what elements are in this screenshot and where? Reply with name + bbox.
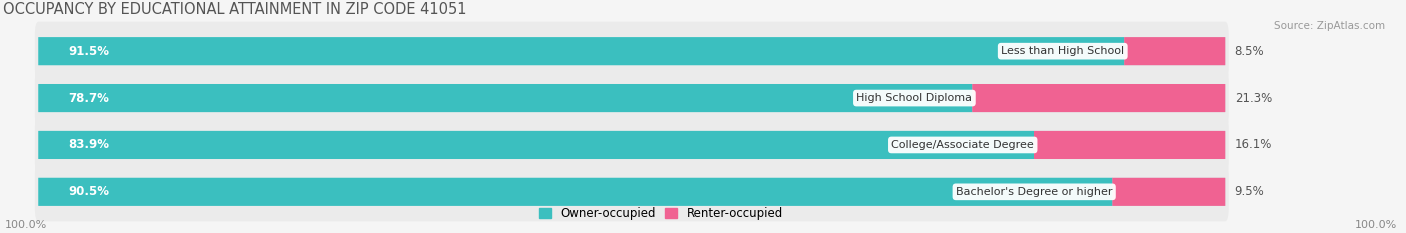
Text: High School Diploma: High School Diploma: [856, 93, 973, 103]
FancyBboxPatch shape: [35, 115, 1229, 175]
Text: 78.7%: 78.7%: [67, 92, 108, 105]
Text: Source: ZipAtlas.com: Source: ZipAtlas.com: [1274, 21, 1385, 31]
FancyBboxPatch shape: [38, 178, 1225, 206]
FancyBboxPatch shape: [38, 131, 1035, 159]
FancyBboxPatch shape: [38, 37, 1225, 65]
FancyBboxPatch shape: [35, 162, 1229, 221]
Text: College/Associate Degree: College/Associate Degree: [891, 140, 1035, 150]
FancyBboxPatch shape: [38, 131, 1225, 159]
FancyBboxPatch shape: [38, 37, 1125, 65]
Text: 90.5%: 90.5%: [67, 185, 110, 198]
FancyBboxPatch shape: [1112, 178, 1225, 206]
FancyBboxPatch shape: [38, 178, 1112, 206]
FancyBboxPatch shape: [973, 84, 1225, 112]
FancyBboxPatch shape: [38, 84, 1225, 112]
Text: 8.5%: 8.5%: [1234, 45, 1264, 58]
FancyBboxPatch shape: [1125, 37, 1225, 65]
Text: OCCUPANCY BY EDUCATIONAL ATTAINMENT IN ZIP CODE 41051: OCCUPANCY BY EDUCATIONAL ATTAINMENT IN Z…: [3, 2, 467, 17]
Text: 16.1%: 16.1%: [1234, 138, 1272, 151]
Text: 83.9%: 83.9%: [67, 138, 110, 151]
FancyBboxPatch shape: [1033, 131, 1225, 159]
FancyBboxPatch shape: [35, 69, 1229, 128]
Text: Bachelor's Degree or higher: Bachelor's Degree or higher: [956, 187, 1112, 197]
Text: 21.3%: 21.3%: [1234, 92, 1272, 105]
Text: 100.0%: 100.0%: [1355, 220, 1398, 230]
FancyBboxPatch shape: [38, 84, 973, 112]
FancyBboxPatch shape: [35, 22, 1229, 81]
Legend: Owner-occupied, Renter-occupied: Owner-occupied, Renter-occupied: [538, 207, 783, 220]
Text: 9.5%: 9.5%: [1234, 185, 1264, 198]
Text: 91.5%: 91.5%: [67, 45, 110, 58]
Text: Less than High School: Less than High School: [1001, 46, 1125, 56]
Text: 100.0%: 100.0%: [6, 220, 48, 230]
